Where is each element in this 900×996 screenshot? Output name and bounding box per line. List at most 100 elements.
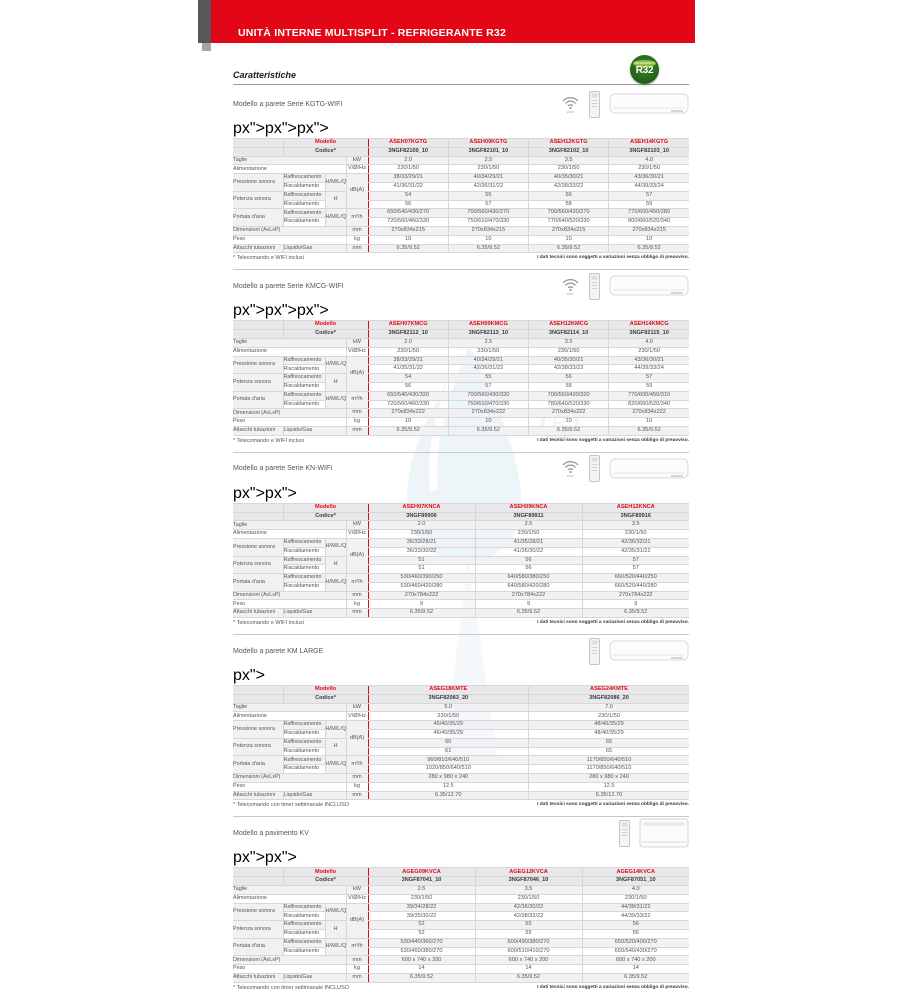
value-cell: 46/40/35/29 <box>367 729 529 739</box>
section-title: Modello a pavimento KV <box>233 829 309 837</box>
value-cell: 800/660/520/340 <box>608 217 689 227</box>
row-label: Peso <box>233 781 346 792</box>
table-row-pressione-raff: Pressione sonora Raffrescamento H/M/L/Q … <box>233 537 689 575</box>
modello-header: Modello <box>282 502 369 513</box>
value-cell: 56 <box>367 381 449 392</box>
unit-cell: V/Ø/Hz <box>345 893 369 904</box>
unit-cell: m³/h <box>345 573 369 592</box>
value-cell: 44/38/31/22 <box>581 902 689 913</box>
value-cell: 38/33/29/21 <box>367 355 449 366</box>
row-label: Pressione sonora <box>233 173 283 192</box>
unit-cell: kW <box>345 520 369 531</box>
unit-cell: mm <box>345 790 369 801</box>
unit-cell: mm <box>345 243 369 254</box>
value-cell: 270x834x222 <box>367 408 449 419</box>
value-cell: 6.35/9.52 <box>474 973 582 983</box>
product-code-cell: 3NGF89911 <box>474 511 582 522</box>
row-label: Attacchi tubazioni <box>233 608 283 619</box>
row-label: Attacchi tubazioni <box>233 973 283 983</box>
model-name-cell: ASEH07KNCA <box>367 502 476 513</box>
table-row-portata-raff: Portata d'aria Raffrescamento H/M/L/Q m³… <box>233 208 689 227</box>
table-row-codice: Codice* 3NGF82100_10 3NGF82101_10 3NGF8210… <box>233 146 689 157</box>
value-cell: 230/1/50 <box>527 346 609 357</box>
wall-unit-image <box>609 275 689 296</box>
value-cell: 750/610/470/330 <box>447 399 529 410</box>
mode-label: Riscaldamento <box>282 546 325 557</box>
unit-cell: m³/h <box>345 208 369 227</box>
value-cell: 780/640/520/330 <box>527 399 609 410</box>
value-cell: 3.5 <box>474 885 582 895</box>
value-cell: 9 <box>367 599 476 610</box>
unit-cell: mm <box>345 955 369 966</box>
value-cell: 280 x 980 x 240 <box>528 773 689 783</box>
value-cell: 56 <box>474 564 582 575</box>
value-cell: 44/39/33/24 <box>608 181 689 192</box>
empty-header-cell <box>233 876 283 887</box>
hmlq-cell: H/M/L/Q <box>324 173 346 192</box>
value-cell: 600 x 740 x 200 <box>581 955 689 966</box>
value-cell: 750/610/470/330 <box>447 217 529 227</box>
empty-header-cell <box>233 685 283 695</box>
value-cell: 230/1/50 <box>581 529 689 539</box>
value-cell: 6.35/9.52 <box>527 243 609 254</box>
value-cell: 42/36/30/22 <box>474 902 582 913</box>
table-row-dimensioni: Dimensioni (AxLxP) mm 600 x 740 x 200 600… <box>233 955 689 966</box>
mode-label: Raffrescamento <box>282 208 325 219</box>
model-name-cell: ASEH12KNCA <box>581 502 689 513</box>
mode-label: Riscaldamento <box>282 399 325 410</box>
value-cell: 41/35/28/21 <box>474 537 582 548</box>
red-header-banner: UNITÀ INTERNE MULTISPLIT - REFRIGERANTE … <box>211 0 695 43</box>
codice-header: Codice* <box>282 511 369 522</box>
mode-label: Raffrescamento <box>282 190 325 201</box>
product-code-cell: 3NGF87041_10 <box>367 876 476 887</box>
table-row-pressione-risc: Riscaldamento 41/35/31/22 42/36/31/22 42/3… <box>233 364 689 375</box>
value-cell: 44/39/33/22 <box>581 911 689 922</box>
unit-cell: mm <box>345 590 369 601</box>
unit-cell: m³/h <box>345 937 369 957</box>
table-row-dimensioni: Dimensioni (AxLxP) mm 270x834x222 270x834… <box>233 408 689 419</box>
value-cell: 36/33/28/21 <box>367 537 476 548</box>
table-row-pressione-risc: Riscaldamento 39/35/30/22 42/38/32/22 44/3… <box>233 911 689 922</box>
footnote-left: * Telecomando con timer settimanale INCL… <box>233 802 350 809</box>
value-cell: 6.35/9.52 <box>608 425 689 436</box>
value-cell: 10 <box>527 417 609 427</box>
row-label: Peso <box>233 234 346 245</box>
table-row-potenza-raff: Potenza sonora Raffrescamento H 52 55 56 <box>233 920 689 939</box>
value-cell: 960/810/640/510 <box>367 755 529 766</box>
row-label: Attacchi tubazioni <box>233 790 283 801</box>
value-cell: 700/560/430/270 <box>447 208 529 219</box>
modello-header: Modello <box>282 685 369 695</box>
value-cell: 2.5 <box>447 337 529 348</box>
value-cell: 770/640/520/330 <box>527 217 609 227</box>
h-cell: H <box>324 920 346 939</box>
table-row-dimensioni: Dimensioni (AxLxP) mm 280 x 980 x 240 280… <box>233 773 689 783</box>
value-cell: 38/33/29/21 <box>367 173 449 183</box>
value-cell: 530/460/380/270 <box>367 946 476 957</box>
mode-label: Raffrescamento <box>282 390 325 401</box>
value-cell: 57 <box>447 381 529 392</box>
value-cell: 42/36/32/21 <box>581 537 689 548</box>
table-row-codice: Codice* 3NGF82083_20 3NGF82086_20 <box>233 693 689 704</box>
row-label: Peso <box>233 417 346 427</box>
value-cell: 43/36/30/21 <box>608 173 689 183</box>
mode-label: Liquido/Gas <box>282 790 346 801</box>
table-row-codice: Codice* 3NGF87041_10 3NGF87046_10 3NGF8705… <box>233 876 689 887</box>
row-label: Potenza sonora <box>233 737 283 757</box>
value-cell: 650/540/430/320 <box>367 390 449 401</box>
value-cell: 230/1/50 <box>367 346 449 357</box>
section-icons <box>619 818 689 849</box>
value-cell: 43/36/30/21 <box>608 355 689 366</box>
table-row-pressione-raff: Pressione sonora Raffrescamento H/M/L/Q … <box>233 355 689 392</box>
value-cell: 57 <box>447 199 529 210</box>
value-cell: 41/36/31/22 <box>367 181 449 192</box>
value-cell: 56 <box>527 373 609 383</box>
spec-table: Modello ASEH07KMCG ASEH09KMCG ASEH12KMCG AS… <box>233 320 689 436</box>
model-name-cell: ASEH09KGTG <box>447 138 529 148</box>
value-cell: 230/1/50 <box>474 893 582 904</box>
mode-label: Raffrescamento <box>282 902 325 913</box>
unit-cell: V/Ø/Hz <box>345 346 369 357</box>
value-cell: 10 <box>608 234 689 245</box>
footnote-left: * Telecomando e WIFI inclusi <box>233 255 304 262</box>
value-cell: 9 <box>581 599 689 610</box>
value-cell: 650/520/400/270 <box>581 937 689 948</box>
